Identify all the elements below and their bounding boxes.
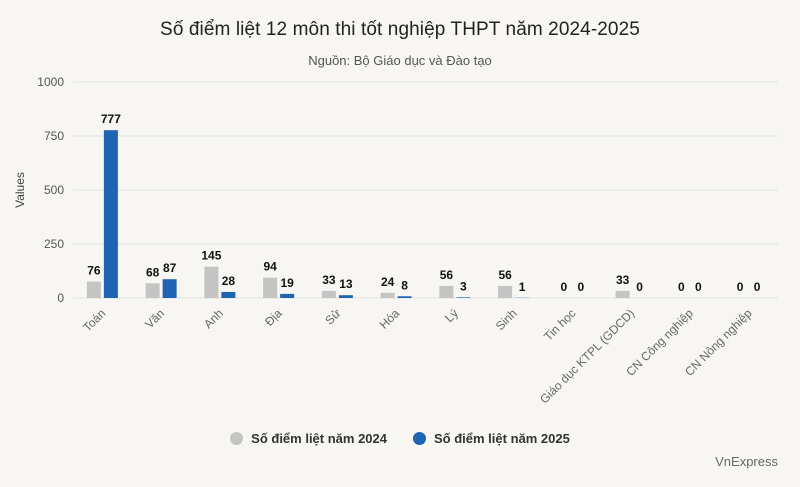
x-tick-label: Văn: [142, 306, 167, 331]
data-label: 0: [754, 280, 761, 294]
data-label: 28: [222, 274, 236, 288]
bar-2024: [86, 281, 101, 298]
bar-2025: [162, 279, 177, 298]
x-tick-label: Giáo dục KTPL (GDCD): [537, 306, 637, 406]
y-tick-label: 750: [44, 129, 64, 143]
data-label: 3: [460, 279, 467, 293]
data-label: 0: [561, 280, 568, 294]
bar-2025: [338, 295, 353, 298]
data-label: 19: [280, 276, 294, 290]
bar-2024: [439, 285, 454, 298]
data-label: 33: [616, 273, 630, 287]
chart-subtitle: Nguồn: Bộ Giáo dục và Đào tạo: [308, 53, 492, 68]
legend-item-2025[interactable]: Số điểm liệt năm 2025: [413, 431, 570, 446]
y-axis-title: Values: [13, 172, 27, 208]
data-label: 87: [163, 261, 177, 275]
y-tick-label: 500: [44, 183, 64, 197]
data-label: 8: [401, 278, 408, 292]
bar-2024: [145, 283, 160, 298]
x-tick-label: Toán: [80, 306, 108, 334]
x-tick-label: Tin học: [541, 306, 578, 343]
data-label: 0: [678, 280, 685, 294]
legend: Số điểm liệt năm 2024 Số điểm liệt năm 2…: [0, 431, 800, 446]
bar-2024: [263, 277, 278, 298]
bar-2024: [321, 290, 336, 298]
legend-label-2024: Số điểm liệt năm 2024: [251, 431, 387, 446]
data-label: 777: [101, 112, 121, 126]
bar-2024: [380, 292, 395, 298]
bar-2024: [204, 266, 219, 298]
bar-2024: [615, 290, 630, 298]
data-label: 24: [381, 275, 395, 289]
bar-2025: [280, 293, 295, 298]
data-label: 13: [339, 277, 353, 291]
legend-swatch-2025: [413, 432, 426, 445]
data-label: 1: [519, 280, 526, 294]
legend-label-2025: Số điểm liệt năm 2025: [434, 431, 570, 446]
y-tick-label: 0: [57, 291, 64, 305]
source-credit: VnExpress: [715, 454, 778, 469]
data-label: 68: [146, 265, 160, 279]
data-label: 33: [322, 273, 336, 287]
chart-title: Số điểm liệt 12 môn thi tốt nghiệp THPT …: [160, 19, 640, 40]
x-tick-label: Sử: [322, 306, 343, 327]
bar-2025: [397, 296, 412, 298]
legend-swatch-2024: [230, 432, 244, 445]
data-label: 0: [636, 280, 643, 294]
data-label: 76: [87, 264, 101, 278]
data-label: 0: [578, 280, 585, 294]
data-label: 56: [440, 268, 454, 282]
legend-item-2024[interactable]: Số điểm liệt năm 2024: [230, 431, 387, 446]
data-label: 0: [737, 280, 744, 294]
data-label: 0: [695, 280, 702, 294]
data-label: 145: [201, 249, 221, 263]
x-tick-label: Hóa: [377, 306, 403, 332]
x-tick-label: Anh: [201, 306, 226, 331]
bar-2024: [498, 285, 513, 298]
x-tick-label: Sinh: [493, 306, 520, 333]
bar-2025: [221, 291, 236, 298]
data-label: 56: [498, 268, 512, 282]
bar-2025: [103, 130, 118, 298]
x-tick-label: Lý: [442, 306, 461, 325]
y-tick-label: 250: [44, 237, 64, 251]
bar-2025: [456, 297, 471, 298]
y-tick-label: 1000: [37, 75, 64, 89]
data-label: 94: [263, 260, 277, 274]
x-tick-label: Địa: [262, 306, 285, 329]
